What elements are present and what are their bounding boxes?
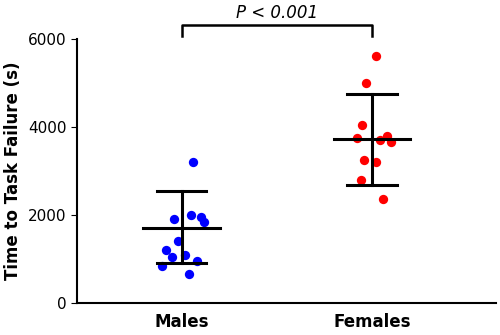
Point — [182, 252, 190, 257]
Point — [356, 177, 364, 182]
Point — [174, 239, 182, 244]
Point — [170, 217, 178, 222]
Point — [193, 259, 201, 264]
Text: P < 0.001: P < 0.001 — [236, 4, 318, 22]
Point — [353, 135, 361, 140]
Point — [372, 54, 380, 59]
Point — [384, 133, 392, 138]
Point — [200, 219, 208, 224]
Point — [158, 263, 166, 268]
Point — [358, 122, 366, 127]
Point — [380, 197, 388, 202]
Point — [189, 159, 197, 165]
Point — [187, 212, 195, 218]
Y-axis label: Time to Task Failure (s): Time to Task Failure (s) — [4, 62, 22, 280]
Point — [387, 139, 395, 145]
Point — [360, 157, 368, 162]
Point — [362, 80, 370, 85]
Point — [372, 159, 380, 165]
Point — [185, 272, 193, 277]
Point — [168, 254, 176, 260]
Point — [162, 248, 170, 253]
Point — [376, 137, 384, 143]
Point — [196, 214, 204, 220]
